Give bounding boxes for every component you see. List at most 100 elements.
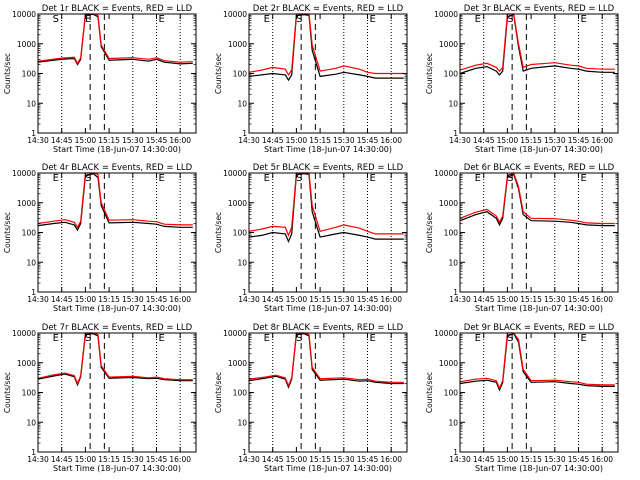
x-tick-label: 15:00 (497, 136, 519, 145)
segment-marker-label: E (53, 173, 59, 184)
y-tick-label: 1 (31, 448, 36, 457)
segment-marker-label: S (507, 14, 513, 25)
x-axis-label: Start Time (18-Jun-07 14:30:00) (53, 464, 181, 473)
y-tick-label: 10 (26, 99, 36, 108)
y-tick-label: 10 (237, 258, 247, 267)
x-tick-label: 14:30 (238, 455, 260, 464)
x-tick-label: 14:45 (473, 295, 495, 304)
chart-panel-7: Det 7r BLACK = Events, RED = LLD 1 10 100 10… (3, 323, 197, 473)
chart-panel-3: Det 3r BLACK = Events, RED = LLD 1 10 100 10… (425, 4, 619, 154)
y-tick-label: 10 (237, 418, 247, 427)
chart-title: Det 6r BLACK = Events, RED = LLD (464, 163, 615, 173)
x-tick-label: 14:45 (262, 136, 284, 145)
x-tick-label: 16:00 (169, 136, 191, 145)
x-axis-label: Start Time (18-Jun-07 14:30:00) (475, 464, 603, 473)
segment-marker-label: E (475, 173, 481, 184)
x-tick-label: 14:45 (51, 295, 73, 304)
y-axis-label: Counts/sec (3, 372, 12, 413)
y-axis-label: Counts/sec (214, 53, 223, 94)
y-tick-label: 1 (242, 129, 247, 138)
x-tick-label: 15:15 (520, 136, 542, 145)
x-tick-label: 15:15 (520, 295, 542, 304)
y-tick-label: 100 (233, 389, 248, 398)
y-axis-label: Counts/sec (214, 212, 223, 253)
x-tick-label: 14:45 (262, 295, 284, 304)
lld-series-line (37, 332, 193, 386)
x-tick-label: 16:00 (591, 295, 613, 304)
x-tick-label: 15:30 (333, 136, 355, 145)
lld-series-line (459, 172, 615, 225)
x-tick-label: 15:15 (520, 455, 542, 464)
x-axis-label: Start Time (18-Jun-07 14:30:00) (475, 304, 603, 313)
x-tick-label: 15:30 (333, 455, 355, 464)
segment-marker-label: S (296, 333, 302, 344)
x-tick-label: 16:00 (169, 455, 191, 464)
y-axis-label: Counts/sec (214, 372, 223, 413)
chart-title: Det 4r BLACK = Events, RED = LLD (42, 163, 193, 173)
x-tick-label: 14:45 (473, 455, 495, 464)
x-tick-label: 15:15 (98, 136, 120, 145)
x-tick-label: 14:30 (27, 455, 49, 464)
chart-title: Det 5r BLACK = Events, RED = LLD (253, 163, 404, 173)
y-tick-label: 10000 (12, 10, 36, 19)
x-tick-label: 15:00 (286, 455, 308, 464)
y-tick-label: 10000 (223, 169, 247, 178)
segment-marker-label: E (581, 14, 587, 25)
x-tick-label: 15:15 (309, 136, 331, 145)
segment-marker-label: S (296, 173, 302, 184)
events-series-line (248, 173, 404, 244)
events-series-line (459, 13, 615, 76)
x-tick-label: 14:30 (27, 295, 49, 304)
x-axis-label: Start Time (18-Jun-07 14:30:00) (264, 304, 392, 313)
y-tick-label: 10 (26, 258, 36, 267)
segment-marker-label: S (53, 14, 59, 25)
y-tick-label: 1000 (17, 199, 36, 208)
y-tick-label: 10000 (434, 169, 458, 178)
segment-marker-label: E (85, 14, 91, 25)
lld-series-line (37, 13, 193, 65)
segment-marker-label: E (53, 333, 59, 344)
chart-title: Det 8r BLACK = Events, RED = LLD (253, 323, 404, 333)
segment-marker-label: E (159, 14, 165, 25)
y-tick-label: 1000 (439, 359, 458, 368)
segment-marker-label: S (507, 333, 513, 344)
x-axis-label: Start Time (18-Jun-07 14:30:00) (264, 145, 392, 154)
segment-marker-label: E (159, 333, 165, 344)
y-tick-label: 100 (233, 70, 248, 79)
segment-marker-label: E (264, 333, 270, 344)
x-tick-label: 15:30 (544, 295, 566, 304)
y-tick-label: 10000 (12, 169, 36, 178)
lld-series-line (248, 332, 404, 388)
y-tick-label: 1 (242, 448, 247, 457)
chart-title: Det 2r BLACK = Events, RED = LLD (253, 4, 404, 14)
x-tick-label: 16:00 (380, 455, 402, 464)
x-tick-label: 14:30 (449, 455, 471, 464)
plot-frame (248, 332, 408, 453)
y-axis-label: Counts/sec (3, 53, 12, 94)
y-axis-label: Counts/sec (3, 212, 12, 253)
y-tick-label: 10000 (223, 10, 247, 19)
x-tick-label: 15:00 (497, 295, 519, 304)
x-tick-label: 14:30 (449, 136, 471, 145)
y-tick-label: 1 (453, 129, 458, 138)
y-tick-label: 10000 (12, 329, 36, 338)
y-axis-label: Counts/sec (425, 53, 434, 94)
y-tick-label: 10000 (223, 329, 247, 338)
segment-marker-label: E (475, 333, 481, 344)
plot-frame (459, 13, 619, 134)
lld-series-line (248, 172, 404, 238)
y-tick-label: 1000 (228, 40, 247, 49)
y-axis-label: Counts/sec (425, 212, 434, 253)
y-tick-label: 10 (448, 99, 458, 108)
plot-frame (37, 13, 197, 134)
x-axis-label: Start Time (18-Jun-07 14:30:00) (264, 464, 392, 473)
segment-marker-label: E (581, 173, 587, 184)
x-tick-label: 15:30 (122, 295, 144, 304)
x-tick-label: 14:30 (238, 295, 260, 304)
chart-title: Det 9r BLACK = Events, RED = LLD (464, 323, 615, 333)
y-tick-label: 1 (31, 288, 36, 297)
plot-frame (459, 172, 619, 293)
chart-panel-1: Det 1r BLACK = Events, RED = LLD 1 10 100 10… (3, 4, 197, 154)
x-tick-label: 15:45 (357, 455, 379, 464)
lld-series-line (37, 172, 193, 229)
